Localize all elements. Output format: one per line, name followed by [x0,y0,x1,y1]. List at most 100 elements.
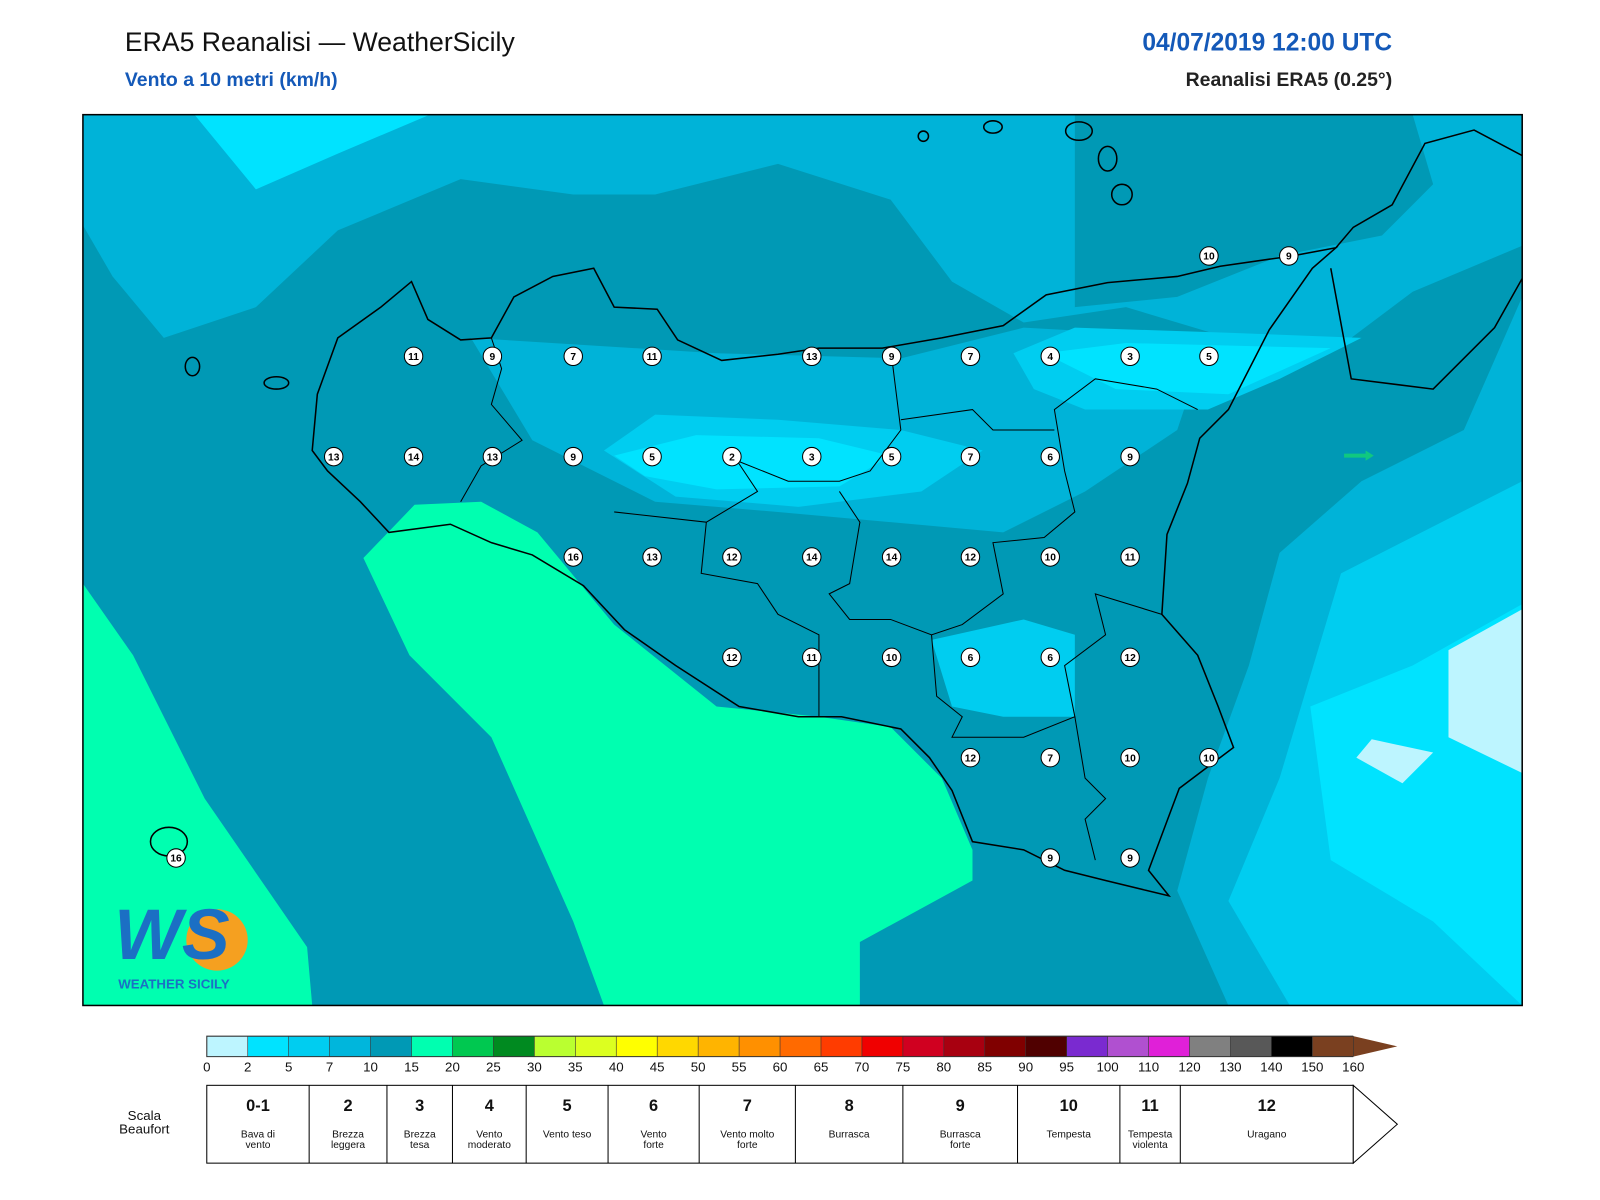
field-zone [614,435,891,490]
station-value: 12 [1124,653,1136,664]
station-marker [1120,647,1140,668]
colorbar-tick-label: 75 [895,1059,910,1074]
station-value: 13 [806,352,818,363]
station-value: 5 [649,452,655,463]
beaufort-label: Tempesta violenta [1127,1129,1173,1151]
colorbar-tick-label: 90 [1018,1059,1033,1074]
station-marker [323,446,344,467]
station-value: 7 [968,352,974,363]
station-marker [802,547,822,567]
station-value: 9 [1047,854,1053,865]
colorbar-cell [739,1036,781,1057]
station-value: 16 [170,854,182,865]
station-value: 9 [1127,452,1133,463]
beaufort-label: Vento forte [640,1129,667,1151]
station-value: 2 [729,452,735,463]
station-value: 4 [1047,352,1053,363]
station-marker [881,346,902,367]
colorbar-tick-label: 100 [1097,1059,1119,1074]
station-value: 9 [1286,252,1292,263]
beaufort-title: Scala Beaufort [119,1107,170,1137]
beaufort-cell: 3 Brezza tesa [387,1085,453,1163]
beaufort-force: 0-1 [246,1097,270,1116]
colorbar-cell [206,1036,248,1057]
station-value: 14 [408,452,420,463]
station-marker [563,547,583,567]
beaufort-cell: 11 Tempesta violenta [1120,1085,1180,1163]
datetime: 04/07/2019 12:00 UTC [1142,30,1392,57]
colorbar-tick-label: 70 [855,1059,870,1074]
colorbar-cell [534,1036,576,1057]
colorbar-cell [493,1036,535,1057]
station-marker [1120,747,1140,768]
station-value: 3 [809,452,815,463]
station-marker [1040,848,1061,868]
station-marker [1199,246,1219,266]
beaufort-cell: 2 Brezza leggera [309,1085,387,1163]
beaufort-force: 12 [1257,1097,1276,1116]
station-value: 7 [968,452,974,463]
beaufort-label: Brezza leggera [330,1129,366,1151]
colorbar-cell [1189,1036,1231,1057]
colorbar-tick-label: 30 [527,1059,542,1074]
station-marker [881,547,902,567]
beaufort-cell: 12 Uragano [1180,1085,1353,1163]
colorbar-cell [1312,1036,1398,1057]
colorbar-cell [1271,1036,1313,1057]
colorbar-cell [452,1036,494,1057]
station-value: 14 [806,553,818,564]
beaufort-cell: 0-1 Bava di vento [207,1085,309,1163]
station-marker [642,547,662,567]
station-marker [1040,547,1061,567]
beaufort-cell: 10 Tempesta [1018,1085,1120,1163]
station-value: 5 [889,452,895,463]
station-value: 9 [570,452,576,463]
station-value: 6 [968,653,974,664]
beaufort-label: Vento moderato [467,1129,511,1151]
colorbar-tick-label: 35 [568,1059,583,1074]
colorbar-tick-label: 80 [936,1059,951,1074]
station-value: 12 [726,553,738,564]
station-marker [1040,346,1061,367]
station-marker [166,848,186,868]
station-marker [960,647,981,668]
colorbar-cell [984,1036,1026,1057]
station-marker [960,346,981,367]
colorbar-tick-label: 110 [1138,1059,1159,1074]
station-value: 7 [570,352,576,363]
station-marker [722,647,742,668]
station-marker [1040,747,1061,768]
station-value: 10 [1124,753,1136,764]
station-marker [563,446,583,467]
field-zone [194,114,430,190]
station-value: 7 [1047,753,1053,764]
beaufort-label: Tempesta [1046,1129,1091,1141]
station-value: 6 [1047,452,1053,463]
station-value: 9 [490,352,496,363]
beaufort-force: 3 [415,1097,425,1116]
colorbar-cell [329,1036,371,1057]
beaufort-box [206,1084,1354,1164]
station-marker [722,547,742,567]
station-marker [1040,647,1061,668]
coastline [149,120,1523,898]
colorbar-tick-label: 10 [363,1059,378,1074]
colorbar-tick-label: 0 [203,1059,210,1074]
station-marker [881,647,902,668]
colorbar-cell [943,1036,985,1057]
colorbar-tick-label: 65 [814,1059,829,1074]
station-value: 12 [965,553,977,564]
colorbar-cell [902,1036,944,1057]
beaufort-force: 5 [562,1097,572,1116]
station-value: 13 [487,452,499,463]
station-marker [642,446,662,467]
station-value: 10 [1203,252,1215,263]
station-marker [482,446,503,467]
station-marker [1040,446,1061,467]
colorbar-tick-label: 40 [609,1059,624,1074]
station-value: 6 [1047,653,1053,664]
field-zone [931,619,1075,717]
